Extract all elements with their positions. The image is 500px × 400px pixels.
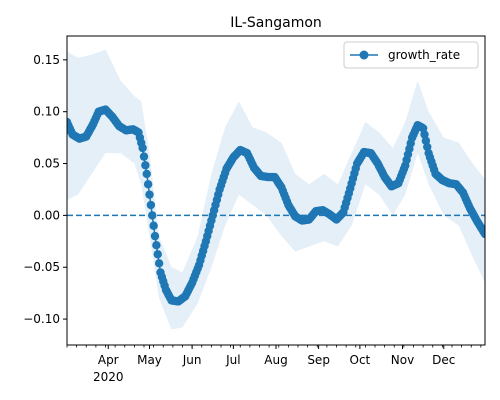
y-tick-label: 0.10 bbox=[33, 105, 60, 119]
series-layer bbox=[67, 105, 485, 306]
y-tick-label: −0.05 bbox=[23, 260, 60, 274]
growth-rate-point bbox=[149, 221, 158, 230]
legend-marker-swatch bbox=[359, 50, 369, 60]
legend-entry-growth-rate: growth_rate bbox=[388, 48, 460, 62]
x-tick-year-label: 2020 bbox=[93, 370, 124, 384]
y-tick-label: −0.10 bbox=[23, 312, 60, 326]
y-tick-label: 0.15 bbox=[33, 53, 60, 67]
growth-rate-point bbox=[138, 143, 147, 153]
chart-title: IL-Sangamon bbox=[230, 15, 322, 31]
growth-rate-point bbox=[152, 241, 161, 250]
x-tick-label: Sep bbox=[307, 353, 330, 367]
x-tick-label: Apr bbox=[98, 353, 119, 367]
x-tick-label: Dec bbox=[432, 353, 455, 367]
uncertainty-band bbox=[67, 49, 485, 330]
growth-rate-point bbox=[153, 250, 162, 259]
x-tick-label: Aug bbox=[264, 353, 287, 367]
growth-rate-point bbox=[150, 231, 160, 241]
growth-rate-point bbox=[143, 180, 153, 189]
growth-rate-point bbox=[148, 211, 157, 220]
legend-box bbox=[343, 41, 479, 69]
growth-rate-point bbox=[480, 229, 485, 239]
growth-rate-point bbox=[145, 190, 154, 199]
x-tick-label: Jul bbox=[225, 353, 240, 367]
growth-rate-point bbox=[141, 161, 150, 170]
growth-rate-point bbox=[142, 169, 151, 179]
uncertainty-band-layer bbox=[67, 49, 485, 330]
y-tick-label: 0.00 bbox=[33, 208, 60, 222]
legend: growth_rate bbox=[343, 41, 479, 69]
x-tick-label: May bbox=[137, 353, 162, 367]
x-tick-label: Oct bbox=[350, 353, 371, 367]
growth-rate-point bbox=[139, 152, 149, 161]
growth-rate-point bbox=[146, 200, 156, 210]
x-axis: Apr 2020 May Jun Jul Aug Sep Oct Nov Dec bbox=[66, 345, 482, 384]
x-tick-label: Jun bbox=[182, 353, 202, 367]
y-tick-label: 0.05 bbox=[33, 157, 60, 171]
growth-rate-point bbox=[154, 259, 164, 268]
y-axis: −0.10 −0.05 0.00 0.05 0.10 0.15 bbox=[23, 53, 67, 326]
x-tick-label: Nov bbox=[391, 353, 414, 367]
